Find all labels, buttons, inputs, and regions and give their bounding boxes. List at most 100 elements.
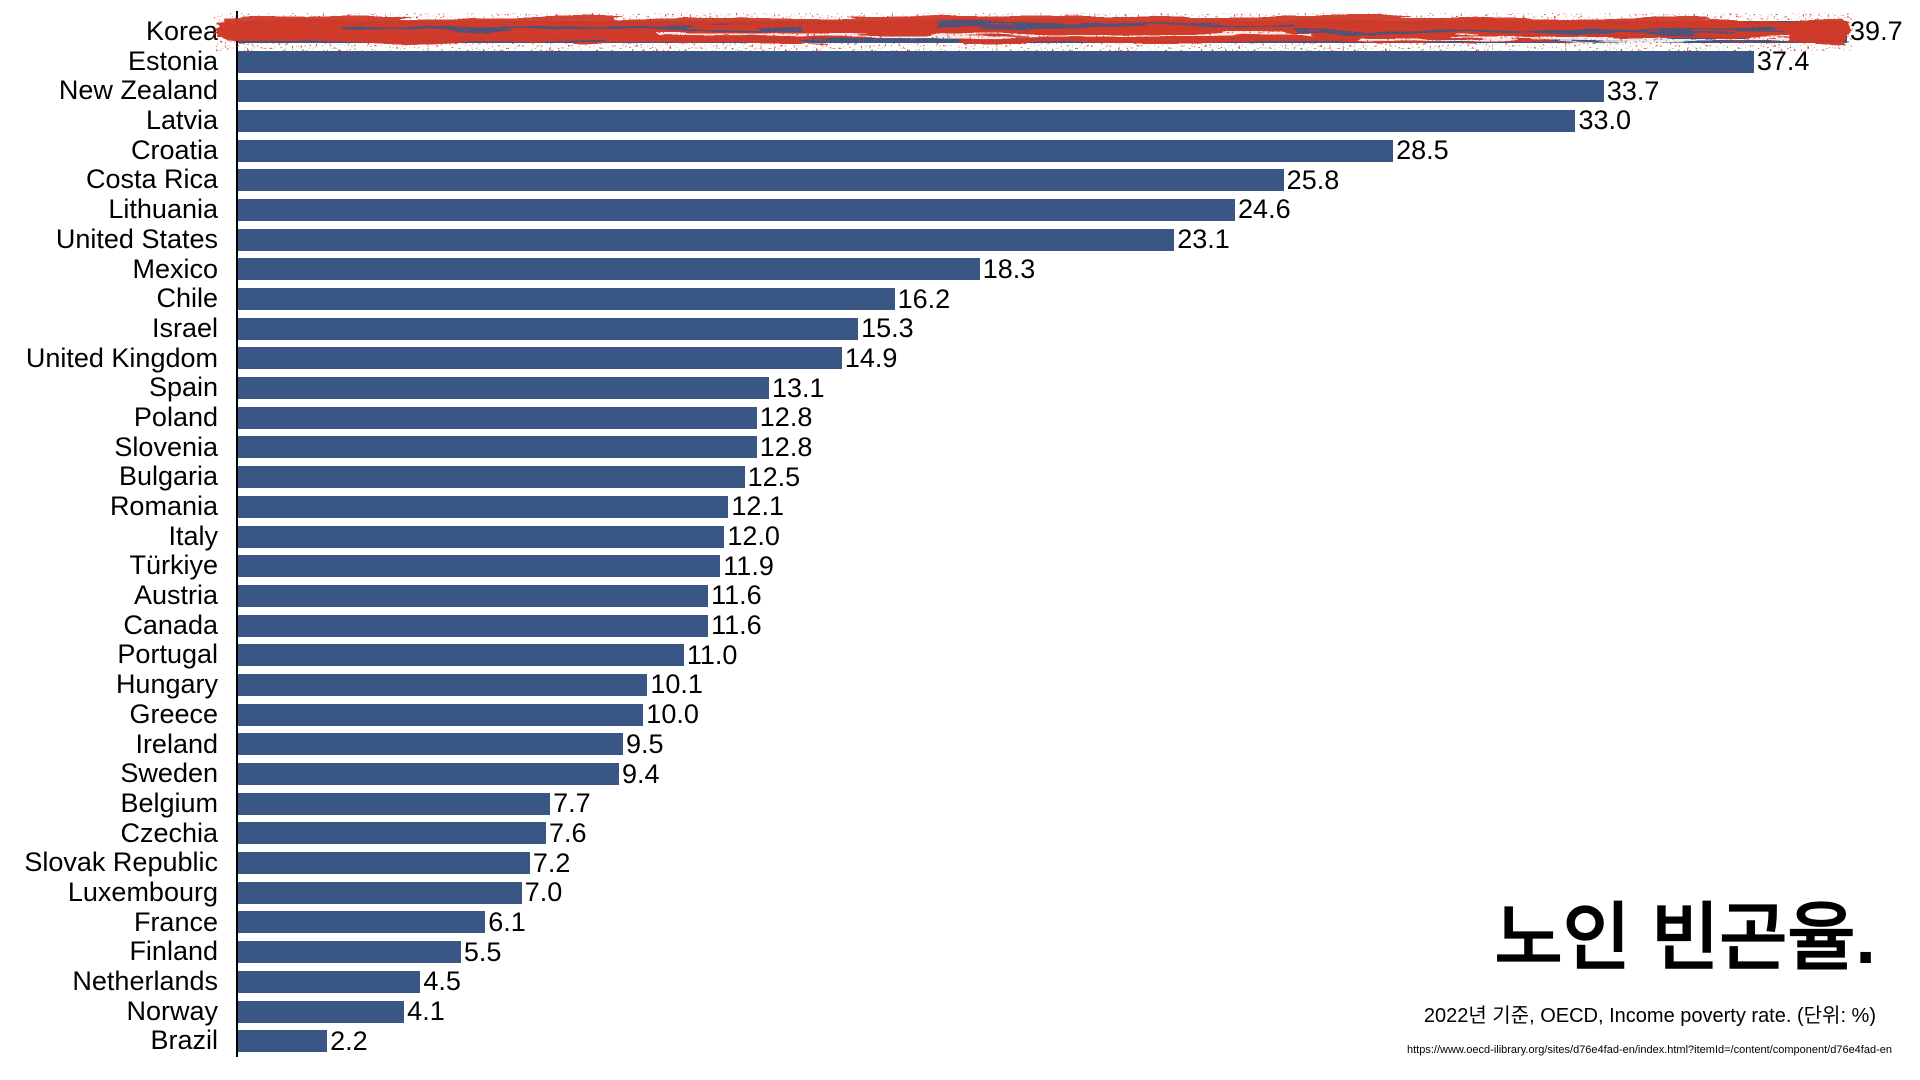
bar (238, 703, 644, 726)
bar-row: Ireland 9.5 (0, 729, 1920, 760)
category-label: Austria (133, 580, 218, 611)
bar (238, 1030, 328, 1053)
category-label: Israel (151, 312, 218, 343)
category-label: Spain (148, 372, 218, 403)
bar-track: 11.6 (238, 610, 762, 640)
value-label: 14.9 (844, 342, 898, 373)
bar (238, 673, 648, 696)
bar-row: Costa Rica 25.8 (0, 165, 1920, 195)
bar-row: Canada 11.6 (0, 610, 1920, 641)
bar-row: Korea 39.7 (0, 12, 1920, 51)
bar-track: 24.6 (238, 194, 1291, 224)
bar (238, 941, 461, 964)
bar-row: United States 23.1 (0, 223, 1920, 255)
value-label: 23.1 (1177, 224, 1230, 255)
chart-title: 노인 빈곤율. (1494, 896, 1876, 980)
bar-row: Mexico 18.3 (0, 253, 1920, 285)
category-label: Luxembourg (67, 876, 218, 907)
bar-track: 23.1 (238, 224, 1230, 254)
bar (238, 614, 709, 637)
bar (238, 406, 757, 429)
bar-row: Czechia 7.6 (0, 818, 1920, 849)
category-label: Estonia (127, 45, 218, 76)
chart-subtitle: 2022년 기준, OECD, Income poverty rate. (단위… (1423, 1005, 1876, 1027)
value-label: 33.0 (1578, 105, 1632, 136)
bar-row: Greece 10.0 (0, 698, 1920, 730)
value-label: 6.1 (488, 906, 526, 937)
bar (238, 377, 769, 400)
bar-track: 10.1 (238, 669, 703, 699)
value-label: 9.4 (621, 758, 660, 789)
value-label: 12.8 (759, 402, 813, 433)
category-label: France (133, 906, 218, 937)
category-label: Mexico (132, 253, 218, 284)
category-label: United Kingdom (25, 342, 218, 373)
bar (238, 169, 1284, 192)
bar (238, 495, 729, 518)
bar-track: 33.7 (238, 76, 1659, 106)
bar (238, 792, 551, 815)
value-label: 37.4 (1756, 46, 1810, 77)
bar (238, 644, 684, 667)
category-label: Italy (168, 520, 218, 551)
bar-track: 25.8 (238, 165, 1339, 195)
category-label: Lithuania (108, 194, 218, 225)
bar-row: Hungary 10.1 (0, 669, 1920, 700)
value-label: 10.0 (646, 699, 699, 730)
value-label: 12.5 (747, 461, 801, 492)
category-label: Norway (126, 995, 218, 1026)
bar (238, 317, 859, 340)
value-label: 4.1 (407, 996, 445, 1027)
bar-track: 18.3 (238, 254, 1035, 284)
bar-row: Luxembourg 7.0 (0, 876, 1920, 908)
category-label: Poland (133, 401, 218, 432)
bar-row: Italy 12.0 (0, 520, 1920, 552)
bar-track: 12.0 (238, 521, 780, 551)
bar-row: France 6.1 (0, 906, 1920, 938)
bar (238, 555, 721, 578)
bar-track: 6.1 (238, 907, 526, 937)
bar (214, 12, 1853, 51)
bar (238, 822, 547, 845)
bar-track: 12.8 (238, 432, 812, 462)
bar (238, 466, 745, 489)
category-label: Belgium (120, 787, 218, 818)
bar-track: 7.6 (238, 818, 587, 848)
category-label: Slovenia (114, 431, 218, 462)
bar-track: 28.5 (238, 135, 1449, 165)
bar-row: Croatia 28.5 (0, 135, 1920, 166)
value-label: 11.9 (723, 550, 774, 581)
value-label: 33.7 (1606, 75, 1660, 106)
category-label: Romania (109, 491, 218, 521)
category-label: Latvia (145, 105, 218, 136)
bar (238, 347, 842, 370)
bar-track: 14.9 (238, 343, 897, 373)
bar-track: 5.5 (238, 937, 501, 967)
bar-row: Finland 5.5 (0, 937, 1920, 967)
bar-row: Austria 11.6 (0, 580, 1920, 611)
bar (238, 109, 1576, 132)
bar (238, 970, 421, 993)
value-label: 10.1 (650, 669, 703, 700)
title-block: 노인 빈곤율. 2022년 기준, OECD, Income poverty r… (1407, 899, 1892, 1056)
category-label: Greece (129, 698, 218, 729)
category-label: Netherlands (72, 966, 218, 996)
category-label: Slovak Republic (24, 847, 218, 878)
bar-track: 9.4 (238, 759, 660, 789)
bar (238, 50, 1754, 73)
bar (238, 911, 486, 934)
bar-row: Portugal 11.0 (0, 640, 1920, 670)
bar (238, 198, 1236, 221)
bar-track: 13.1 (238, 373, 825, 403)
category-label: United States (55, 223, 218, 254)
bar-track: 11.0 (238, 640, 737, 670)
category-label: Bulgaria (118, 461, 218, 492)
y-axis-line (236, 11, 238, 1057)
value-label: 25.8 (1286, 164, 1340, 195)
bar-track: 12.8 (238, 402, 812, 432)
bar-row: Türkiye 11.9 (0, 551, 1920, 581)
bar-track: 37.4 (238, 46, 1809, 76)
category-label: Portugal (117, 639, 218, 670)
bar-row: Bulgaria 12.5 (0, 462, 1920, 492)
